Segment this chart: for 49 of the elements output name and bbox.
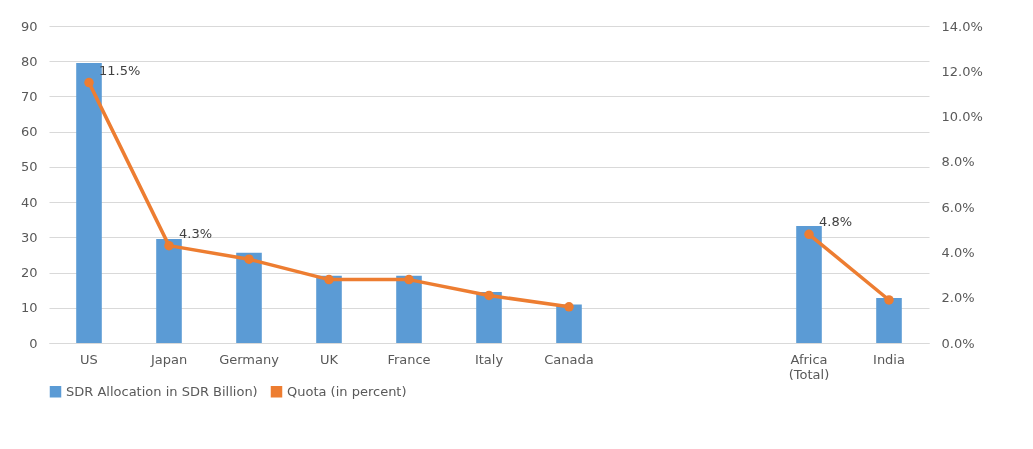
y-tick-label: 70 bbox=[20, 88, 38, 104]
y2-tick-label: 6.0% bbox=[941, 199, 975, 215]
y-tick-label: 50 bbox=[20, 159, 38, 175]
y-tick-label: 60 bbox=[20, 124, 38, 140]
y-tick-label: 90 bbox=[20, 18, 38, 34]
y2-tick-label: 14.0% bbox=[941, 18, 983, 34]
x-tick-label: Africa (Total) bbox=[788, 351, 830, 382]
x-tick-label: France bbox=[387, 351, 431, 367]
bar bbox=[556, 304, 582, 343]
point bbox=[404, 274, 414, 285]
point bbox=[804, 229, 814, 240]
y-tick-label: 40 bbox=[20, 194, 38, 210]
bar bbox=[156, 239, 182, 343]
point bbox=[84, 77, 94, 88]
bar bbox=[316, 275, 342, 343]
y2-tick-label: 4.0% bbox=[941, 244, 975, 260]
y-tick-label: 20 bbox=[20, 265, 38, 281]
point bbox=[244, 254, 254, 264]
legend-label: Quota (in percent) bbox=[287, 383, 407, 399]
bar bbox=[876, 297, 902, 343]
point bbox=[164, 240, 174, 251]
x-tick-label: Germany bbox=[219, 351, 280, 367]
point bbox=[484, 290, 494, 301]
x-tick-label: Italy bbox=[474, 351, 504, 367]
point bbox=[564, 302, 574, 312]
x-tick-label: Canada bbox=[544, 351, 594, 367]
point bbox=[884, 295, 894, 305]
y-tick-label: 80 bbox=[20, 53, 38, 69]
x-tick-label: Japan bbox=[149, 351, 188, 367]
y2-tick-label: 12.0% bbox=[941, 63, 983, 79]
y2-tick-label: 2.0% bbox=[941, 290, 975, 306]
y-tick-label: 30 bbox=[20, 229, 38, 245]
x-tick-label: US bbox=[80, 351, 98, 367]
data-label: 4.3% bbox=[179, 225, 213, 241]
bar bbox=[236, 252, 262, 343]
bar bbox=[76, 62, 102, 343]
data-label: 4.8% bbox=[819, 214, 853, 230]
y2-tick-label: 10.0% bbox=[941, 109, 983, 125]
y-tick-label: 0 bbox=[29, 335, 38, 351]
y-tick-label: 10 bbox=[20, 300, 38, 316]
legend-label: SDR Allocation in SDR Billion) bbox=[66, 383, 258, 399]
x-tick-label: UK bbox=[319, 351, 339, 367]
x-tick-label: India bbox=[873, 351, 905, 367]
y2-tick-label: 8.0% bbox=[941, 154, 975, 170]
y2-tick-label: 0.0% bbox=[941, 335, 975, 351]
bar bbox=[476, 291, 502, 343]
bar bbox=[396, 275, 422, 343]
point bbox=[324, 274, 334, 285]
bar bbox=[796, 226, 822, 343]
